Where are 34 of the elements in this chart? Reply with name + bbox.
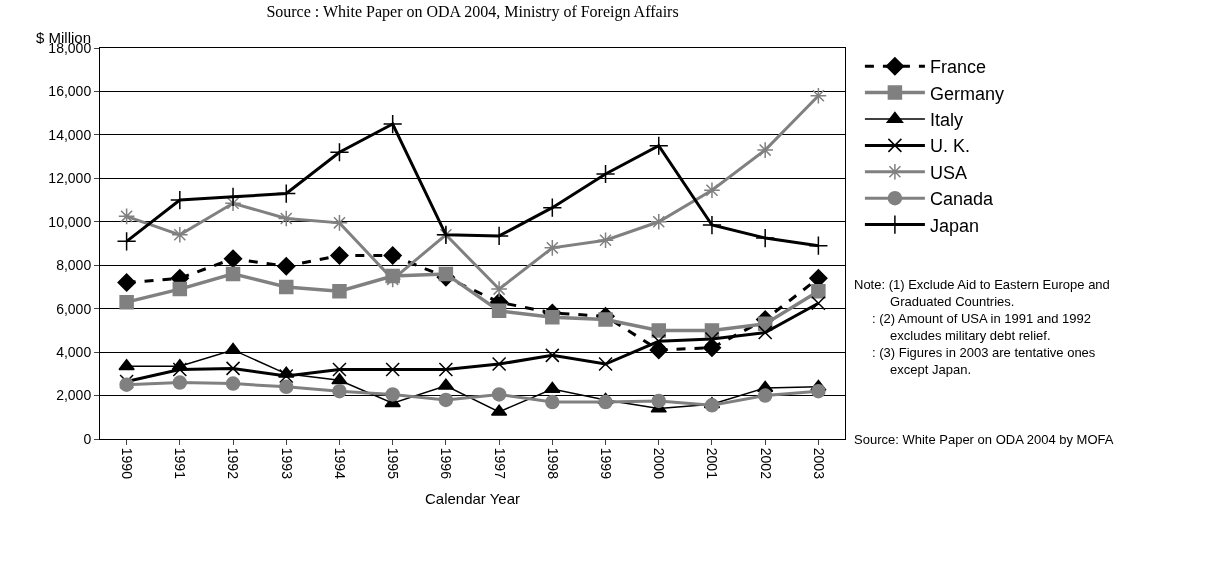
text: Note: (1) Exclude Aid to Eastern Europe and Graduated Countries. : (2) Amount of USA in 1991 and 1992 excludes military debt relief. : (3) Figures in 2003 are tentative ones except Japan. xyxy=(854,277,1110,377)
x-tick-label: 2000 xyxy=(651,447,668,480)
y-tick-label: 2,000 xyxy=(56,387,92,404)
x-tick-label: 1995 xyxy=(385,447,402,480)
legend-label: France xyxy=(929,57,986,78)
x-tick-label: 2003 xyxy=(810,447,827,480)
legend-label: Italy xyxy=(929,110,963,131)
y-tick-label: 4,000 xyxy=(56,344,92,361)
legend-label: Canada xyxy=(929,189,994,210)
x-axis-title: Calendar Year xyxy=(424,490,521,508)
x-tick-label: 2001 xyxy=(704,447,721,480)
legend-label: U. K. xyxy=(929,136,970,157)
legend-label: Germany xyxy=(929,83,1004,104)
source-note: Source: White Paper on ODA 2004 by MOFA xyxy=(854,432,1114,447)
x-tick-label: 1999 xyxy=(597,447,614,480)
y-tick-label: 6,000 xyxy=(56,300,92,317)
x-tick-label: 1992 xyxy=(225,447,242,480)
x-tick-label: 1993 xyxy=(278,447,295,480)
x-tick-label: 1997 xyxy=(491,447,508,480)
y-tick-label: 16,000 xyxy=(48,83,92,100)
x-tick-label: 1990 xyxy=(119,447,136,480)
x-tick-label: 2002 xyxy=(757,447,774,480)
x-tick-label: 1991 xyxy=(172,447,189,480)
x-tick-label: 1994 xyxy=(331,447,348,480)
y-tick-label: 14,000 xyxy=(48,126,92,143)
legend-label: Japan xyxy=(929,215,979,236)
chart-title: Source : White Paper on ODA 2004, Ministry of Foreign Affairs xyxy=(266,3,679,22)
x-tick-label: 1996 xyxy=(438,447,455,480)
y-tick-label: 10,000 xyxy=(48,213,92,230)
x-tick-label: 1998 xyxy=(544,447,561,480)
y-tick-label: 0 xyxy=(83,430,92,447)
legend-label: USA xyxy=(929,162,967,183)
y-tick-label: 12,000 xyxy=(48,170,92,187)
y-tick-label: 8,000 xyxy=(56,257,92,274)
